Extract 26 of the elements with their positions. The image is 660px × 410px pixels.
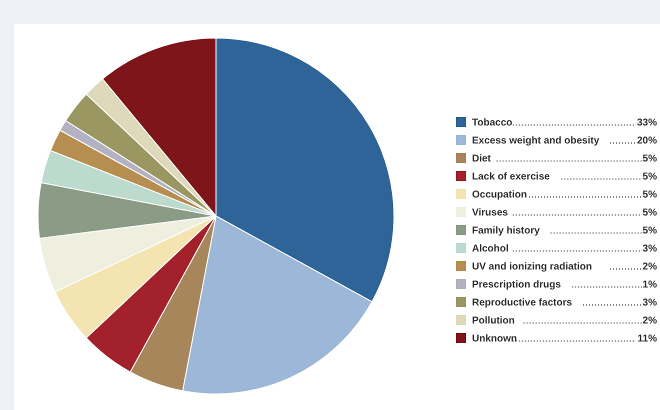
legend-label: Lack of exercise bbox=[472, 172, 550, 182]
legend-label: Reproductive factors bbox=[472, 298, 572, 308]
data-label: 20% bbox=[636, 136, 658, 146]
data-label: 11% bbox=[638, 334, 658, 344]
legend-label: Excess weight and obesity bbox=[472, 136, 600, 146]
data-label: 5% bbox=[642, 226, 658, 236]
data-label: 3% bbox=[642, 298, 658, 308]
data-label: 5% bbox=[642, 190, 658, 200]
data-label: 5% bbox=[642, 154, 658, 164]
legend-label: Occupation bbox=[472, 190, 528, 200]
legend-label: Prescription drugs bbox=[472, 280, 562, 290]
data-label: 5% bbox=[642, 172, 658, 182]
data-label: 33% bbox=[636, 118, 658, 128]
data-label: 2% bbox=[642, 262, 658, 272]
legend-label: Diet bbox=[472, 154, 492, 164]
legend-label: UV and ionizing radiation bbox=[472, 262, 592, 272]
data-label: 5% bbox=[642, 208, 658, 218]
legend-label: Viruses bbox=[472, 208, 508, 218]
legend-label: Unknown bbox=[472, 334, 517, 344]
data-label: 2% bbox=[642, 316, 658, 326]
legend-label: Alcohol bbox=[472, 244, 509, 254]
legend-label: Family history bbox=[472, 226, 540, 236]
legend-label: Pollution bbox=[472, 316, 515, 326]
data-label: 1% bbox=[642, 280, 658, 290]
legend-label: Tobacco bbox=[472, 118, 512, 128]
data-label: 3% bbox=[642, 244, 658, 254]
